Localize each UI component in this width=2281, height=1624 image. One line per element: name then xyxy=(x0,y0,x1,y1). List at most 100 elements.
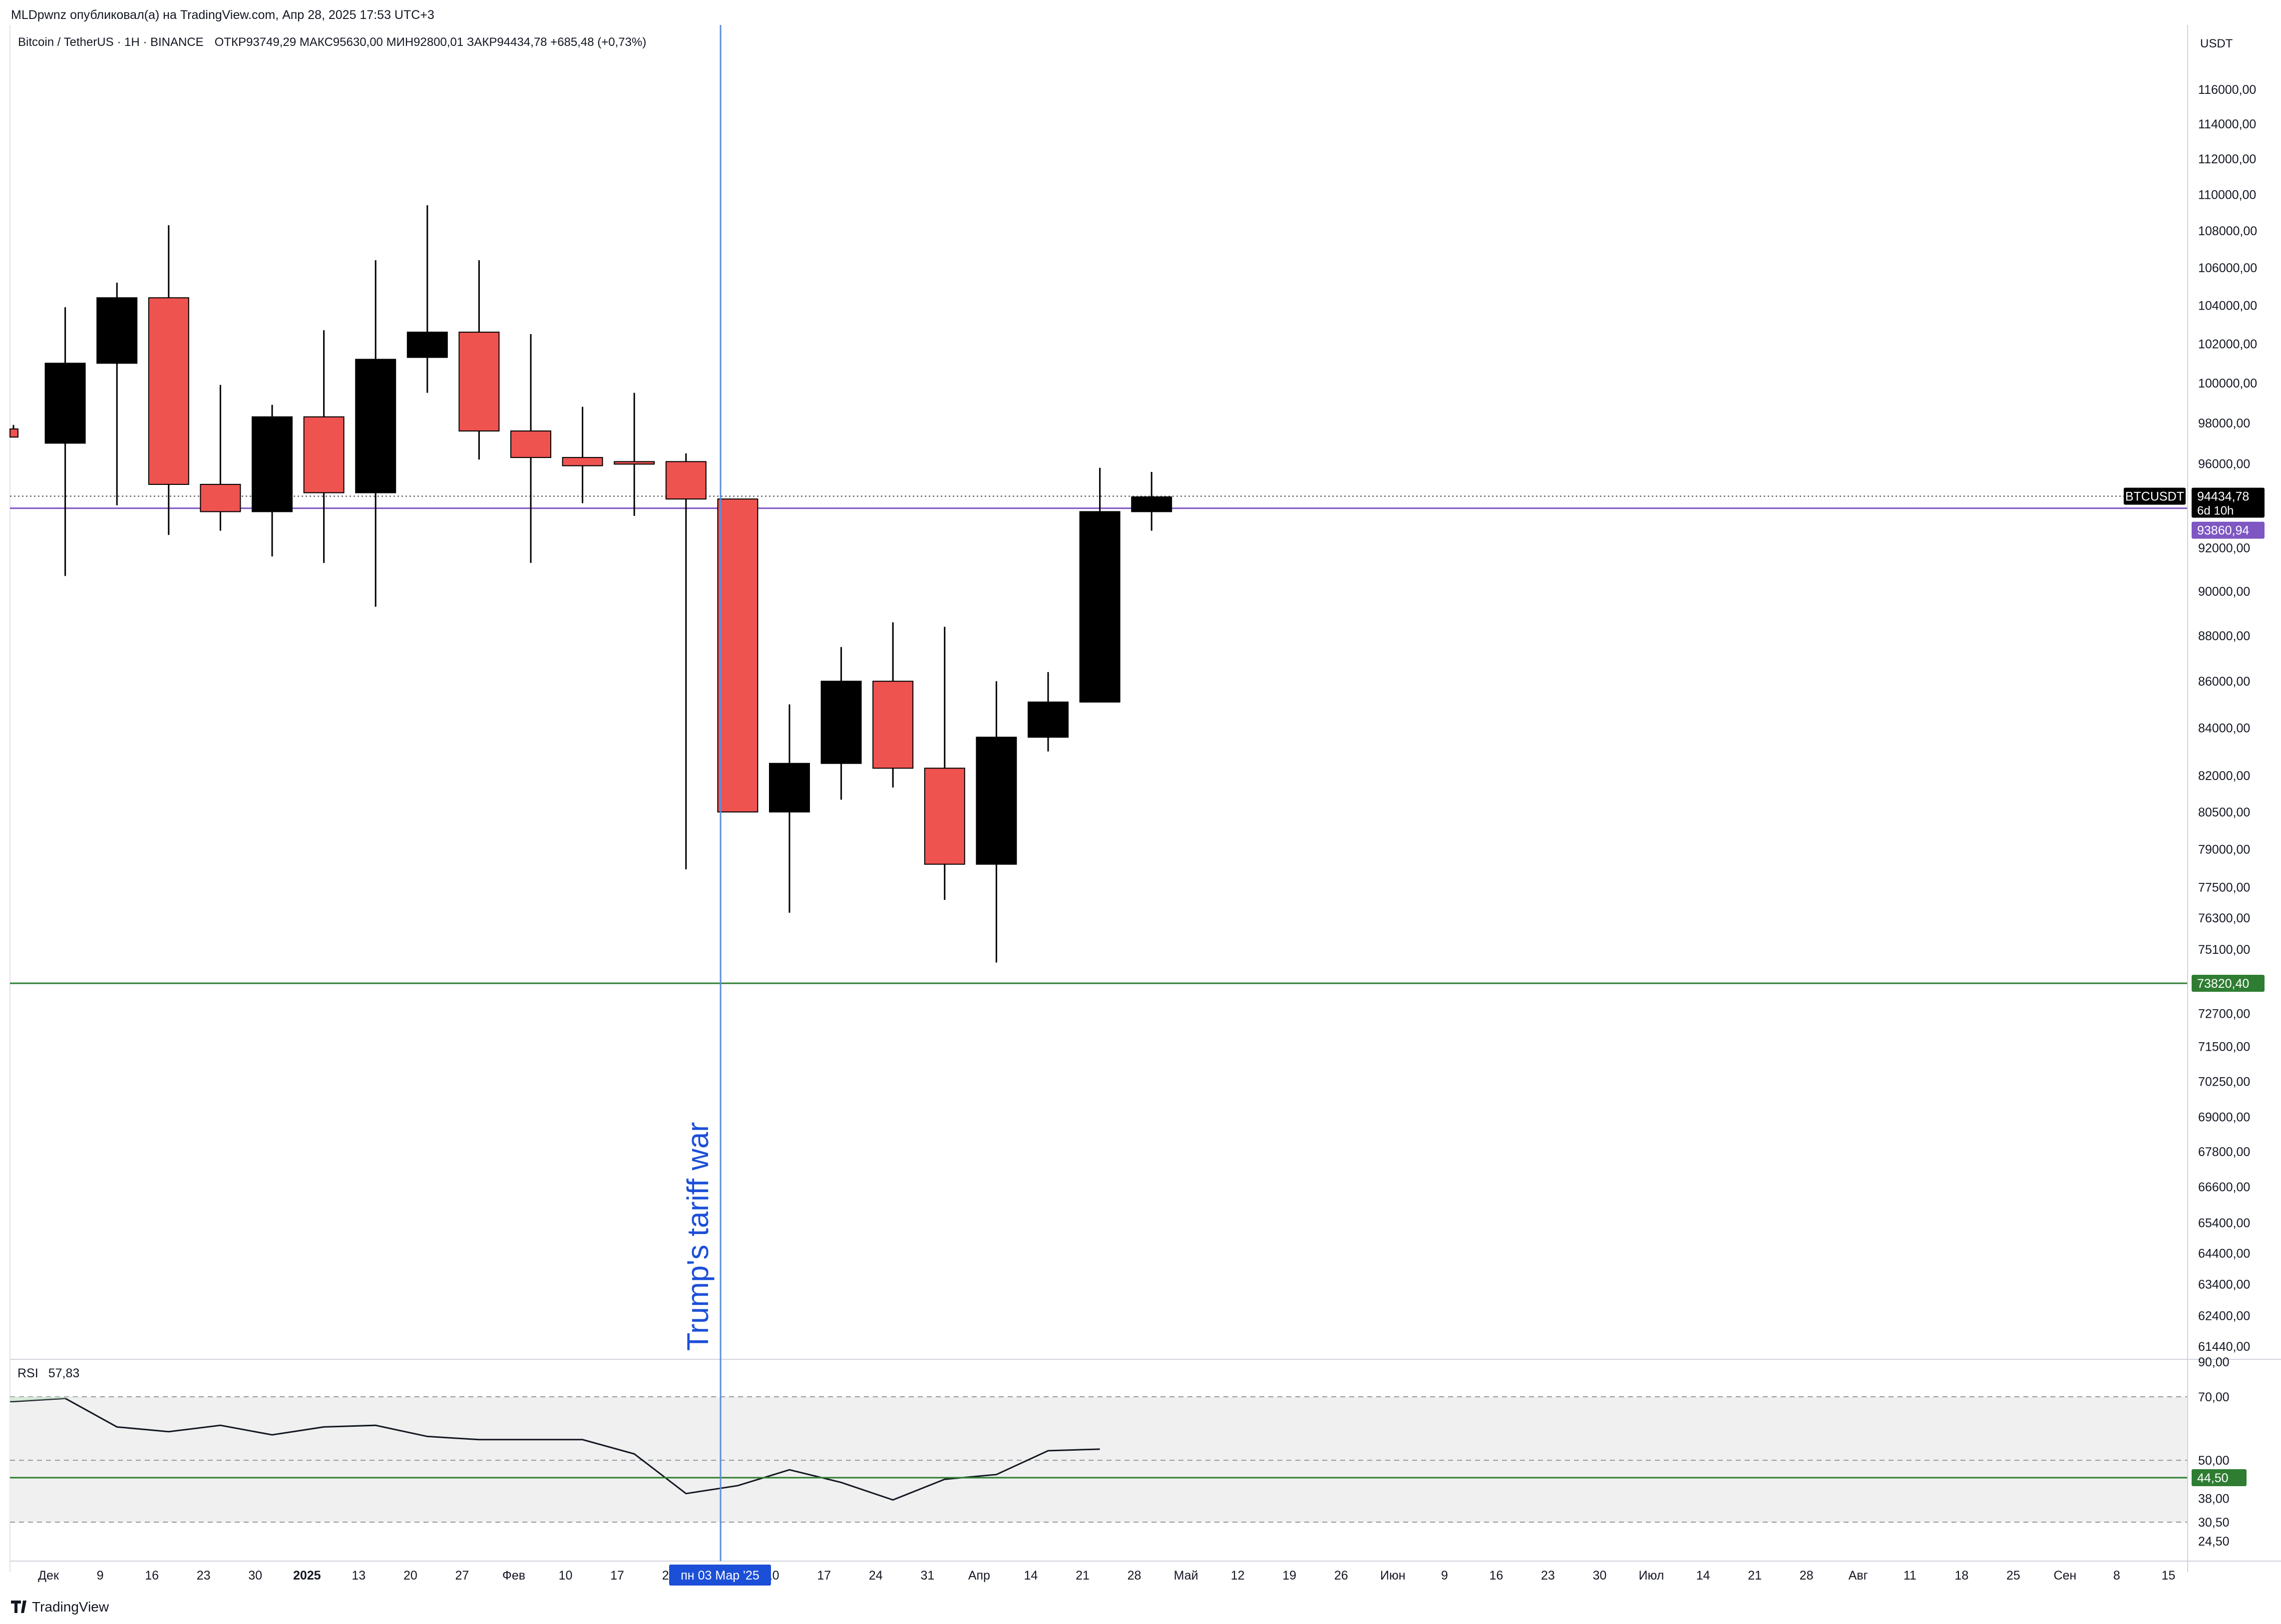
price-tick-label: 88000,00 xyxy=(2198,629,2250,643)
time-tick-label: 16 xyxy=(145,1569,159,1583)
time-tick-label: 28 xyxy=(1128,1569,1141,1583)
candle-body[interactable] xyxy=(1028,701,1069,738)
price-axis[interactable]: 116000,00 114000,00 112000,00 110000,00 1080… xyxy=(2198,83,2257,1354)
tradingview-logo[interactable]: TradingView xyxy=(11,1599,109,1615)
candle-body[interactable] xyxy=(44,363,86,444)
time-tick-label: 25 xyxy=(2006,1569,2020,1583)
candle-body[interactable] xyxy=(1079,511,1121,703)
price-tick-label: 61440,00 xyxy=(2198,1340,2250,1354)
price-tick-label: 96000,00 xyxy=(2198,457,2250,471)
price-levels[interactable] xyxy=(10,495,2187,984)
price-tick-label: 106000,00 xyxy=(2198,261,2257,275)
time-tick-label: 27 xyxy=(455,1569,469,1583)
tradingview-brand: TradingView xyxy=(32,1599,109,1615)
time-tick-label: 21 xyxy=(1748,1569,1762,1583)
time-tick-label: Апр xyxy=(968,1569,990,1583)
candle-body[interactable] xyxy=(717,498,759,812)
symbol-name: Bitcoin / TetherUS · 1H · BINANCE xyxy=(18,35,204,49)
time-tick-label: 13 xyxy=(352,1569,366,1583)
rsi-pane[interactable] xyxy=(10,1397,2187,1501)
time-tick-label: Май xyxy=(1174,1569,1198,1583)
green-level-badge xyxy=(2192,974,2265,992)
price-tick-label: 72700,00 xyxy=(2198,1007,2250,1021)
time-tick-label: 2025 xyxy=(293,1569,321,1583)
candles[interactable] xyxy=(9,205,1172,963)
time-tick-label: 23 xyxy=(1541,1569,1555,1583)
rsi-tick-label: 90,00 xyxy=(2198,1355,2230,1369)
price-value-badge xyxy=(2192,487,2265,518)
time-tick-label: 16 xyxy=(1489,1569,1503,1583)
time-tick-label: 11 xyxy=(1903,1569,1916,1583)
price-tick-label: 102000,00 xyxy=(2198,337,2257,351)
price-tick-label: 108000,00 xyxy=(2198,224,2257,238)
candle-body[interactable] xyxy=(976,737,1017,865)
candle-body[interactable] xyxy=(924,768,965,865)
time-tick-label: 23 xyxy=(197,1569,211,1583)
time-tick-label: 19 xyxy=(1282,1569,1296,1583)
crosshair-date-badge xyxy=(669,1565,771,1586)
time-tick-label: Дек xyxy=(38,1569,59,1583)
candle-body[interactable] xyxy=(665,461,707,500)
candle-body[interactable] xyxy=(872,681,914,769)
time-tick-label: 8 xyxy=(2113,1569,2120,1583)
price-tick-label: 67800,00 xyxy=(2198,1145,2250,1159)
chart-frame xyxy=(9,25,2281,1572)
candle-body[interactable] xyxy=(614,461,655,465)
time-tick-label: 9 xyxy=(97,1569,104,1583)
candle-body[interactable] xyxy=(355,359,396,493)
rsi-tick-label: 30,50 xyxy=(2198,1516,2230,1530)
price-tick-label: 66600,00 xyxy=(2198,1181,2250,1195)
currency-label[interactable]: USDT xyxy=(2200,37,2233,50)
time-tick-label: 30 xyxy=(1593,1569,1607,1583)
time-axis[interactable]: Дек91623302025132027Фев101724310172431Ап… xyxy=(38,1569,2175,1583)
price-tick-label: 77500,00 xyxy=(2198,880,2250,894)
rsi-tick-label: 24,50 xyxy=(2198,1535,2230,1549)
price-tick-label: 104000,00 xyxy=(2198,299,2257,313)
time-tick-label: Фев xyxy=(502,1569,525,1583)
candle-body[interactable] xyxy=(562,457,603,466)
tariff-war-annotation[interactable]: Trump's tariff war xyxy=(681,1122,715,1351)
price-tick-label: 70250,00 xyxy=(2198,1075,2250,1089)
time-tick-label: Июн xyxy=(1380,1569,1406,1583)
price-tick-label: 71500,00 xyxy=(2198,1040,2250,1054)
time-tick-label: 14 xyxy=(1024,1569,1038,1583)
green-level-text: 73820,40 xyxy=(2197,977,2249,991)
candle-body[interactable] xyxy=(96,297,138,364)
time-tick-label: 21 xyxy=(1076,1569,1090,1583)
rsi-title: RSI 57,83 xyxy=(17,1366,79,1380)
price-tick-label: 116000,00 xyxy=(2198,83,2256,97)
rsi-level-badge xyxy=(2192,1469,2247,1487)
candle-body[interactable] xyxy=(769,763,810,812)
time-tick-label: 18 xyxy=(1954,1569,1968,1583)
candle-body[interactable] xyxy=(200,483,241,512)
candle-body[interactable] xyxy=(820,681,862,764)
candle-body[interactable] xyxy=(510,430,551,458)
rsi-current-value: 57,83 xyxy=(48,1366,80,1380)
rsi-line[interactable] xyxy=(10,1397,1100,1501)
price-tick-label: 80500,00 xyxy=(2198,806,2250,819)
tradingview-logo-icon xyxy=(11,1601,26,1613)
rsi-band xyxy=(10,1397,2187,1522)
time-tick-label: 17 xyxy=(610,1569,624,1583)
candle-body[interactable] xyxy=(1131,496,1172,512)
price-tick-label: 110000,00 xyxy=(2198,188,2256,202)
candle-body[interactable] xyxy=(252,416,293,512)
price-value-text: 94434,78 xyxy=(2197,490,2249,504)
candle-body[interactable] xyxy=(148,297,189,485)
time-tick-label: Сен xyxy=(2054,1569,2077,1583)
time-tick-label: 14 xyxy=(1696,1569,1710,1583)
rsi-axis[interactable]: 90,00 70,00 50,00 38,00 30,50 24,50 xyxy=(2198,1355,2230,1549)
price-tick-label: 84000,00 xyxy=(2198,721,2250,735)
price-tick-label: 63400,00 xyxy=(2198,1278,2250,1292)
price-tick-label: 100000,00 xyxy=(2198,377,2257,391)
candle-body[interactable] xyxy=(9,428,18,438)
candle-body[interactable] xyxy=(303,416,345,493)
price-tick-label: 79000,00 xyxy=(2198,842,2250,856)
candle-body[interactable] xyxy=(458,332,500,432)
candle-body[interactable] xyxy=(406,332,448,358)
rsi-overbought-fill xyxy=(10,1397,83,1402)
time-tick-label: 12 xyxy=(1231,1569,1245,1583)
